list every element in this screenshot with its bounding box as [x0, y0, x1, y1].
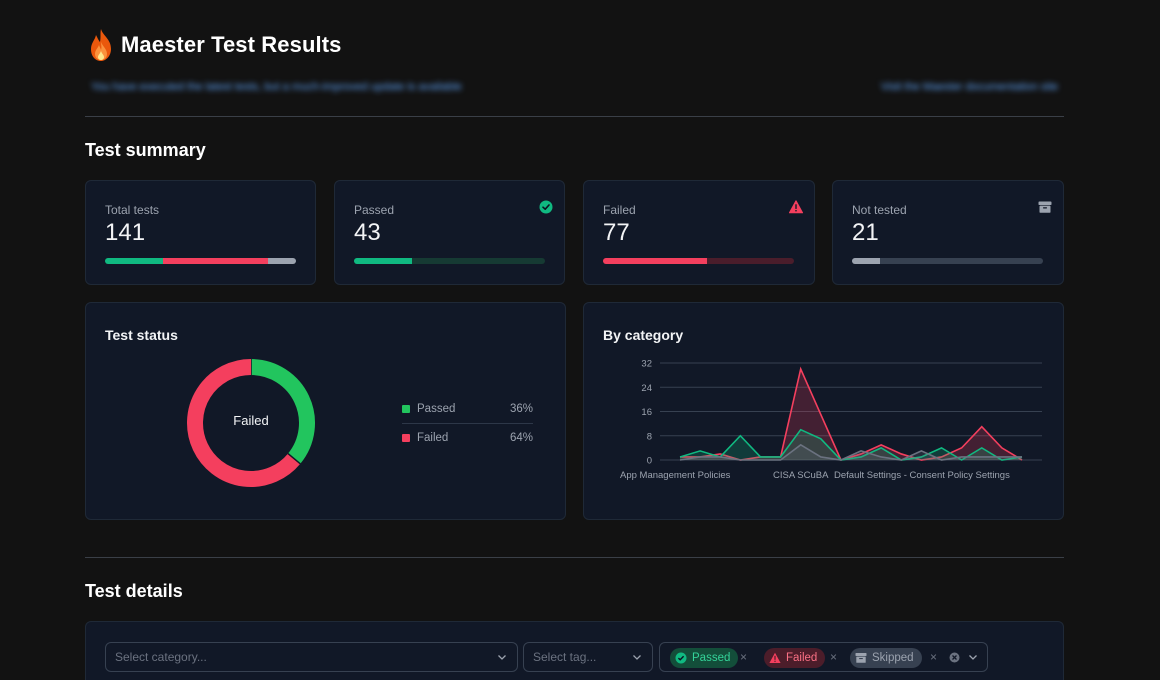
y-tick-label: 24: [641, 383, 652, 394]
warning-triangle-icon: [769, 652, 781, 663]
header-divider: [85, 116, 1064, 117]
failed-bar: [603, 258, 794, 264]
chip-skipped[interactable]: Skipped: [850, 648, 922, 668]
series-line-1[interactable]: [679, 428, 1023, 461]
donut-slice-separator: [287, 453, 301, 465]
legend-pct-failed: 64%: [509, 432, 533, 444]
archive-icon: [1038, 201, 1052, 213]
y-tick-label: 8: [647, 431, 652, 442]
total-bar-not-tested: [267, 258, 296, 264]
legend-label-passed: Passed: [417, 403, 456, 415]
category-select[interactable]: Select category...: [105, 642, 518, 672]
app-header: Maester Test Results: [89, 26, 341, 64]
x-tick-label: CISA SCuBA: [773, 470, 829, 481]
category-placeholder: Select category...: [115, 650, 207, 664]
x-tick-label: App Management Policies: [620, 470, 731, 481]
clear-all-icon[interactable]: [949, 652, 960, 663]
tag-placeholder: Select tag...: [533, 650, 597, 664]
chevron-down-icon: [498, 655, 506, 660]
chip-failed-remove-icon[interactable]: ×: [830, 650, 838, 664]
app-title: Maester Test Results: [121, 32, 342, 57]
info-bar: You have executed the latest tests, but …: [85, 78, 1064, 96]
update-notice-link[interactable]: You have executed the latest tests, but …: [91, 81, 462, 93]
not-tested-label: Not tested: [852, 203, 907, 217]
total-tests-bar: [105, 258, 296, 264]
donut-center-label: Failed: [233, 413, 269, 428]
chip-passed-remove-icon[interactable]: ×: [740, 650, 748, 664]
total-bar-passed: [105, 258, 164, 264]
status-donut-chart: [187, 359, 315, 487]
chip-passed[interactable]: Passed: [670, 648, 739, 668]
total-tests-value: 141: [105, 219, 146, 246]
y-tick-label: 0: [647, 456, 652, 467]
passed-value: 43: [354, 219, 381, 246]
total-bar-failed: [163, 258, 268, 264]
not-tested-bar: [852, 258, 1043, 264]
category-area-chart: 32 24 16 8 0 App Management Policies CISA SCuB…: [620, 359, 1042, 481]
tag-select[interactable]: Select tag...: [523, 642, 653, 672]
details-section-title: Test details: [85, 581, 183, 601]
not-tested-bar-fill: [852, 258, 881, 264]
legend-item-passed: Passed 36%: [402, 395, 533, 423]
summary-section-title: Test summary: [85, 140, 206, 160]
y-tick-label: 32: [641, 359, 652, 370]
passed-card: Passed 43: [334, 180, 565, 285]
legend-swatch-failed: [402, 434, 410, 442]
warning-triangle-icon: [789, 200, 803, 214]
failed-value: 77: [603, 219, 630, 246]
chip-skipped-remove-icon[interactable]: ×: [930, 650, 938, 664]
chip-passed-label: Passed: [692, 652, 731, 664]
flame-logo-icon: [91, 29, 111, 61]
passed-bar: [354, 258, 545, 264]
by-category-title: By category: [603, 327, 684, 343]
chip-failed-label: Failed: [786, 652, 818, 664]
filters-panel: Select category... Select tag... Passed …: [85, 621, 1064, 680]
legend-label-failed: Failed: [417, 432, 449, 444]
chevron-down-icon: [633, 655, 641, 660]
legend-pct-passed: 36%: [509, 403, 533, 415]
docs-link[interactable]: Visit the Maester documentation site: [880, 81, 1058, 93]
legend-swatch-passed: [402, 405, 410, 413]
passed-bar-fill: [354, 258, 413, 264]
total-tests-label: Total tests: [105, 203, 160, 217]
failed-bar-fill: [603, 258, 708, 264]
status-multiselect[interactable]: Passed × Failed × Skipped ×: [659, 642, 988, 672]
not-tested-value: 21: [852, 219, 879, 246]
section-divider: [85, 557, 1064, 558]
failed-label: Failed: [603, 203, 636, 217]
legend-item-failed: Failed 64%: [402, 424, 533, 452]
check-circle-icon: [539, 200, 553, 214]
chip-failed[interactable]: Failed: [764, 648, 826, 668]
donut-slice-failed[interactable]: [187, 359, 301, 487]
by-category-panel: By category 32 24 16 8 0 App Management Polic…: [583, 302, 1064, 520]
archive-icon: [855, 653, 867, 663]
chevron-down-icon[interactable]: [967, 651, 979, 663]
passed-label: Passed: [354, 203, 395, 217]
legend-divider: [402, 423, 533, 424]
series-line-2[interactable]: [679, 443, 1022, 461]
y-tick-label: 16: [641, 407, 652, 418]
failed-card: Failed 77: [583, 180, 815, 285]
chip-skipped-label: Skipped: [872, 652, 914, 664]
donut-slice-passed[interactable]: [250, 359, 315, 464]
series-area-2: [680, 444, 1022, 460]
test-status-panel: Test status Failed Passed 36% Failed 64%: [85, 302, 566, 520]
series-area-1: [680, 429, 1022, 460]
total-tests-card: Total tests 141: [85, 180, 316, 285]
test-status-title: Test status: [105, 327, 178, 343]
x-tick-label: Default Settings - Consent Policy Settin…: [834, 470, 1010, 481]
check-circle-icon: [675, 652, 687, 664]
not-tested-card: Not tested 21: [832, 180, 1064, 285]
